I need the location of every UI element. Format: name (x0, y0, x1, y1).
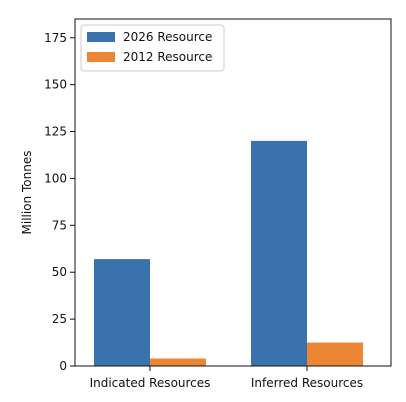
x-tick-label: Inferred Resources (251, 376, 363, 390)
bar-2026-resource-inferred-resources (251, 140, 307, 366)
legend-swatch (87, 52, 115, 62)
legend-box (80, 24, 225, 72)
plot-frame (74, 18, 392, 367)
y-tick-label: 125 (44, 125, 67, 139)
legend-label: 2012 Resource (123, 50, 212, 64)
bar-2012-resource-indicated-resources (150, 358, 206, 366)
axes: 0 25 50 75 100 125 150 175 Indicated Resources In… (44, 18, 392, 390)
y-tick-label: 0 (59, 359, 67, 373)
y-tick-label: 25 (52, 312, 67, 326)
y-tick-label: 100 (44, 171, 67, 185)
x-tick-label: Indicated Resources (90, 376, 211, 390)
plot-area (94, 140, 363, 366)
y-tick-label: 75 (52, 218, 67, 232)
y-axis-label: Million Tonnes (20, 151, 34, 235)
legend-label: 2026 Resource (123, 30, 212, 44)
bar-2012-resource-inferred-resources (307, 342, 363, 366)
legend: 2026 Resource 2012 Resource (80, 24, 225, 72)
y-tick-label: 150 (44, 78, 67, 92)
legend-swatch (87, 32, 115, 42)
y-tick-label: 50 (52, 265, 67, 279)
bar-2026-resource-indicated-resources (94, 259, 150, 366)
y-tick-label: 175 (44, 31, 67, 45)
